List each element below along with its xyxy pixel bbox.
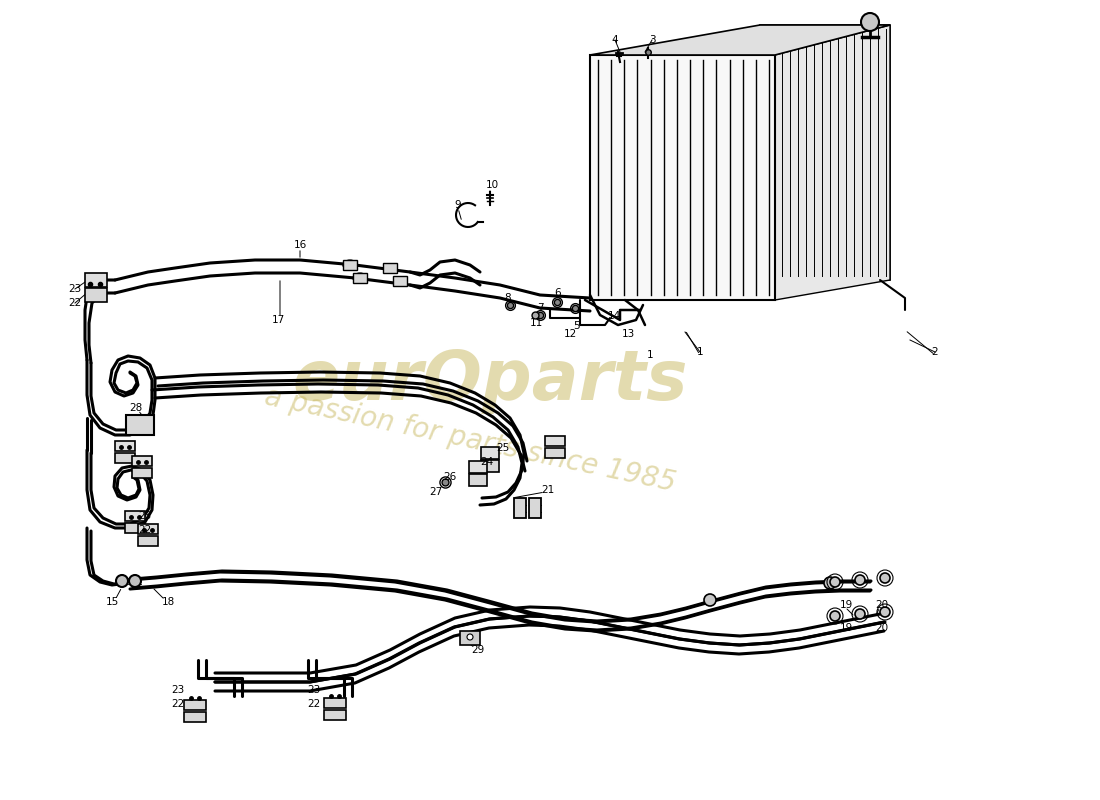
Text: 18: 18 (162, 597, 175, 607)
Bar (343, 260, 358, 270)
Text: 19: 19 (839, 623, 853, 633)
Bar (184, 712, 206, 722)
Bar (324, 710, 346, 720)
Text: 10: 10 (485, 180, 498, 190)
Text: 13: 13 (621, 329, 635, 339)
Text: 28: 28 (130, 403, 143, 413)
Bar (393, 276, 407, 286)
Text: 19: 19 (839, 600, 853, 610)
Polygon shape (776, 25, 890, 300)
Bar (481, 460, 499, 472)
Circle shape (880, 573, 890, 583)
Text: 22: 22 (139, 525, 152, 535)
Bar (132, 468, 152, 478)
Text: 9: 9 (454, 200, 461, 210)
Circle shape (861, 13, 879, 31)
Bar (116, 453, 135, 463)
Text: 7: 7 (537, 303, 543, 313)
Text: 21: 21 (541, 485, 554, 495)
Bar (481, 447, 499, 459)
Text: 20: 20 (876, 600, 889, 610)
Circle shape (855, 575, 865, 585)
Circle shape (129, 575, 141, 587)
Text: 16: 16 (294, 240, 307, 250)
Ellipse shape (384, 264, 396, 272)
Text: 12: 12 (563, 329, 576, 339)
Bar (460, 631, 480, 645)
Text: 4: 4 (612, 35, 618, 45)
Text: 23: 23 (68, 284, 81, 294)
Circle shape (830, 611, 840, 621)
Polygon shape (590, 25, 890, 55)
Bar (116, 441, 135, 451)
Circle shape (830, 577, 840, 587)
Ellipse shape (343, 260, 358, 270)
Text: 8: 8 (505, 293, 512, 303)
Text: 11: 11 (529, 318, 542, 328)
Text: 15: 15 (106, 597, 119, 607)
Text: 22: 22 (172, 699, 185, 709)
Text: 17: 17 (272, 315, 285, 325)
Circle shape (116, 575, 128, 587)
Text: 23: 23 (139, 511, 152, 521)
Ellipse shape (394, 277, 406, 286)
Bar (324, 698, 346, 708)
Text: 1: 1 (647, 350, 653, 360)
Circle shape (468, 634, 473, 640)
Bar (85, 273, 107, 287)
Bar (544, 448, 565, 458)
Bar (126, 415, 154, 435)
Text: 24: 24 (481, 457, 494, 467)
Bar (544, 436, 565, 446)
Text: 23: 23 (172, 685, 185, 695)
Bar (132, 456, 152, 466)
Text: 2: 2 (932, 347, 938, 357)
Bar (353, 273, 367, 283)
Text: 22: 22 (307, 699, 320, 709)
Bar (85, 288, 107, 302)
Text: 20: 20 (876, 623, 889, 633)
Text: eurOparts: eurOparts (293, 346, 688, 414)
Text: 27: 27 (429, 487, 442, 497)
Circle shape (855, 609, 865, 619)
Ellipse shape (353, 273, 367, 283)
Bar (125, 523, 145, 533)
Circle shape (824, 577, 836, 589)
Text: 14: 14 (607, 311, 620, 321)
Polygon shape (590, 55, 776, 300)
Text: 3: 3 (649, 35, 656, 45)
Circle shape (704, 594, 716, 606)
Bar (138, 524, 158, 534)
Text: 22: 22 (68, 298, 81, 308)
Bar (469, 461, 487, 473)
Bar (469, 474, 487, 486)
Text: 23: 23 (307, 685, 320, 695)
Text: 29: 29 (472, 645, 485, 655)
Bar (383, 263, 397, 273)
Text: 6: 6 (554, 288, 561, 298)
Bar (184, 700, 206, 710)
Text: 1: 1 (696, 347, 703, 357)
Bar (529, 498, 541, 518)
Bar (125, 511, 145, 521)
Bar (514, 498, 526, 518)
Polygon shape (760, 25, 890, 280)
Circle shape (880, 607, 890, 617)
Text: 5: 5 (573, 321, 580, 331)
Text: 26: 26 (443, 472, 456, 482)
Text: 25: 25 (496, 443, 509, 453)
Bar (138, 536, 158, 546)
Text: a passion for parts since 1985: a passion for parts since 1985 (262, 382, 678, 498)
